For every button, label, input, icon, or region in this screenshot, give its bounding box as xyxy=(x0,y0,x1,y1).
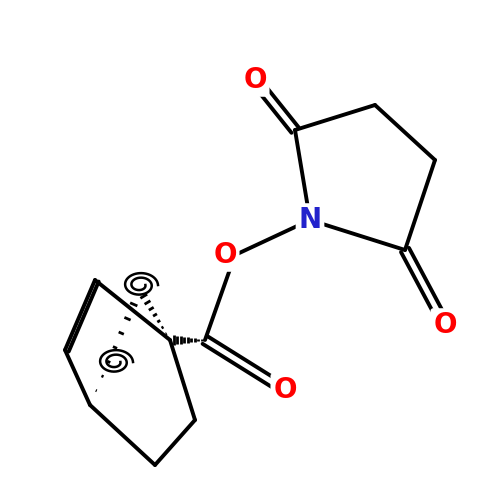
Text: O: O xyxy=(433,311,457,339)
Text: O: O xyxy=(273,376,297,404)
Text: O: O xyxy=(243,66,267,94)
Text: O: O xyxy=(213,241,237,269)
Text: N: N xyxy=(298,206,322,234)
